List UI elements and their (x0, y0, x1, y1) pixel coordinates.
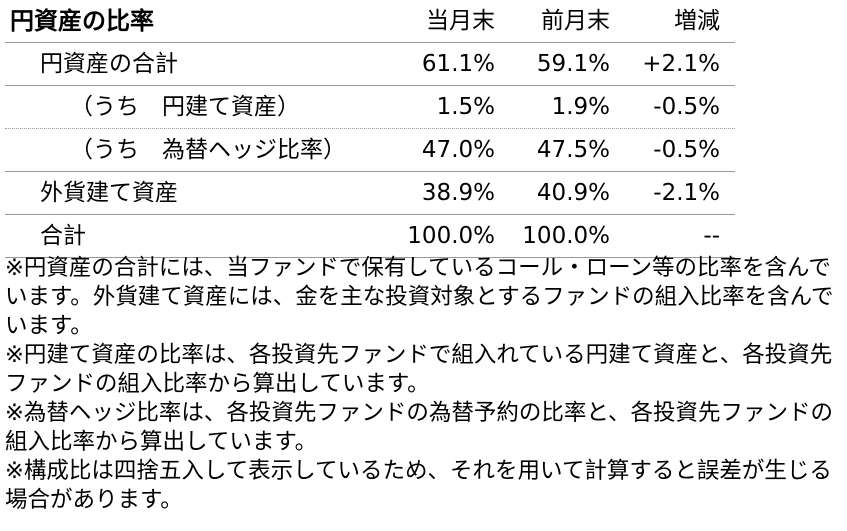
table-row: 合計 100.0% 100.0% -- (5, 215, 735, 258)
notes: ※円資産の合計には、当ファンドで保有しているコール・ローン等の比率を含んでいます… (5, 254, 845, 515)
row-label: 円資産の合計 (40, 51, 178, 77)
row-label: 外貨建て資産 (40, 180, 178, 206)
table-row: 外貨建て資産 38.9% 40.9% -2.1% (5, 172, 735, 215)
cell-value: 100.0% (522, 223, 610, 249)
header-row: 円資産の比率 当月末 前月末 増減 (5, 0, 735, 43)
cell-value: 47.0% (421, 137, 495, 163)
cell-value: 100.0% (407, 223, 495, 249)
note: ※円資産の合計には、当ファンドで保有しているコール・ローン等の比率を含んでいます… (5, 255, 834, 339)
cell-value: 40.9% (536, 180, 610, 206)
table-row: （うち 為替ヘッジ比率） 47.0% 47.5% -0.5% (5, 129, 735, 172)
cell-value: 1.9% (551, 94, 610, 120)
table-title: 円資産の比率 (10, 7, 154, 35)
note: ※円建て資産の比率は、各投資先ファンドで組入れている円建て資産と、各投資先ファン… (5, 342, 833, 397)
cell-value: -0.5% (653, 137, 720, 163)
row-label: （うち 円建て資産） (70, 94, 300, 120)
cell-value: -0.5% (653, 94, 720, 120)
table-row: 円資産の合計 61.1% 59.1% +2.1% (5, 43, 735, 86)
column-header: 前月末 (541, 8, 610, 34)
cell-value: -- (703, 223, 720, 249)
cell-value: 1.5% (436, 94, 495, 120)
cell-value: -2.1% (653, 180, 720, 206)
note: ※構成比は四捨五入して表示しているため、それを用いて計算すると誤差が生じる場合が… (5, 458, 832, 513)
row-label: （うち 為替ヘッジ比率） (70, 137, 346, 163)
cell-value: 47.5% (536, 137, 610, 163)
cell-value: 61.1% (421, 51, 495, 77)
ratio-table: 円資産の比率 当月末 前月末 増減 円資産の合計 61.1% 59.1% +2.1% （… (5, 0, 735, 258)
cell-value: 38.9% (421, 180, 495, 206)
row-label: 合計 (40, 223, 86, 249)
column-header: 増減 (674, 8, 720, 34)
cell-value: +2.1% (642, 51, 720, 77)
note: ※為替ヘッジ比率は、各投資先ファンドの為替予約の比率と、各投資先ファンドの組入比… (5, 400, 833, 455)
column-header: 当月末 (426, 8, 495, 34)
table-row: （うち 円建て資産） 1.5% 1.9% -0.5% (5, 86, 735, 129)
cell-value: 59.1% (536, 51, 610, 77)
